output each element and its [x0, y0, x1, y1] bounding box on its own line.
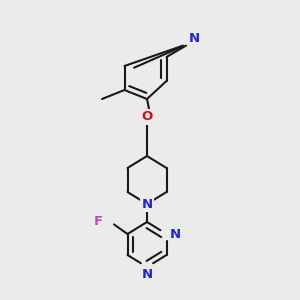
- Text: F: F: [94, 214, 103, 228]
- Text: N: N: [141, 197, 153, 211]
- Text: N: N: [189, 32, 200, 46]
- Text: N: N: [141, 268, 153, 281]
- Text: N: N: [169, 227, 181, 241]
- Text: O: O: [141, 110, 153, 124]
